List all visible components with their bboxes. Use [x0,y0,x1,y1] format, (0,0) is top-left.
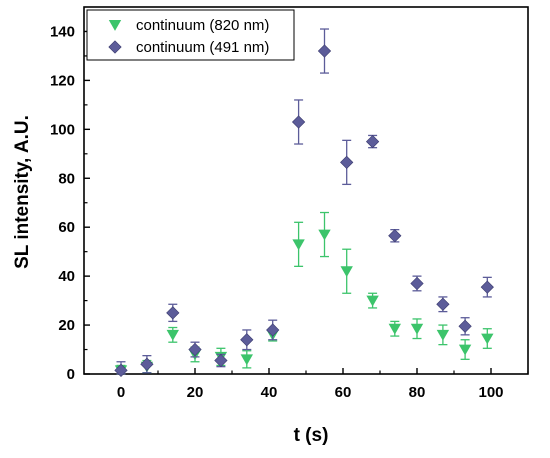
data-point [318,229,331,241]
x-tick-label: 0 [117,384,125,401]
y-tick-label: 140 [50,23,75,40]
legend-box [86,9,295,61]
series-1 [114,211,494,377]
data-point [436,297,450,311]
y-axis-title: SL intensity, A.U. [12,115,33,269]
data-point [140,357,154,371]
legend-label: continuum (820 nm) [136,17,269,34]
data-point [388,323,401,335]
x-tick-label: 80 [409,384,426,401]
data-point [166,329,179,341]
data-point [365,134,380,149]
data-point [436,329,450,341]
data-point [291,115,306,129]
data-point [188,342,202,357]
x-tick-label: 20 [187,384,204,401]
data-point [240,333,254,347]
data-point [458,319,472,333]
legend-marker [108,20,122,31]
x-tick-label: 100 [478,384,503,401]
data-point [240,354,253,366]
y-tick-label: 40 [58,268,75,285]
y-tick-label: 120 [50,72,75,89]
data-point [214,353,228,368]
data-point [166,306,180,320]
data-point [481,333,494,345]
data-point [292,239,305,251]
data-point [266,323,280,337]
legend-label: continuum (491 nm) [136,39,269,56]
legend: continuum (820 nm) continuum (491 nm) [86,9,295,61]
data-point [458,344,472,356]
data-point [340,155,354,169]
data-point [388,229,402,243]
y-tick-label: 100 [50,121,75,138]
data-point [366,295,379,307]
series-2 [114,28,494,377]
y-tick-label: 0 [67,366,75,383]
data-point [480,280,494,294]
x-tick-label: 60 [335,384,352,401]
data-point [114,363,128,377]
data-point [410,276,424,291]
y-tick-label: 20 [58,317,75,334]
data-point [317,44,332,58]
x-tick-label: 40 [261,384,278,401]
y-tick-label: 60 [58,219,75,236]
x-axis-title: t (s) [294,425,329,446]
legend-marker [108,40,122,54]
data-point [410,323,424,335]
y-tick-label: 80 [58,170,75,187]
data-point [340,266,353,278]
plot-frame [83,6,529,375]
